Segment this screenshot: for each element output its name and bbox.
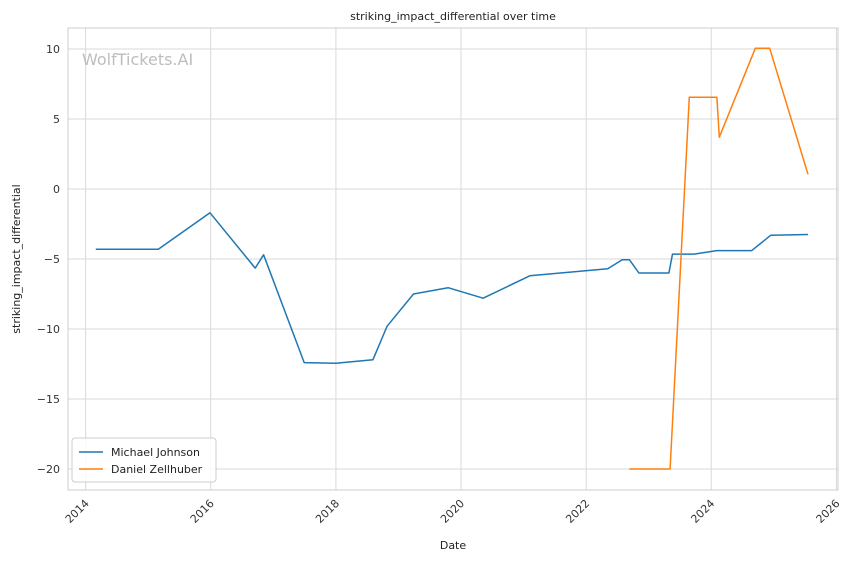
y-tick-label: 10 [46, 43, 60, 56]
grid [68, 28, 838, 490]
y-axis-ticks: 10 5 0 −5 −10 −15 −20 [37, 43, 60, 476]
watermark: WolfTickets.AI [82, 50, 193, 69]
chart-title: striking_impact_differential over time [350, 10, 556, 23]
legend-box [71, 437, 217, 483]
plot-frame [67, 27, 839, 491]
series-line-daniel-zellhuber [629, 47, 809, 470]
y-axis-label: striking_impact_differential [10, 184, 23, 333]
legend: Michael Johnson Daniel Zellhuber [71, 437, 217, 483]
y-tick-label: −5 [44, 253, 60, 266]
y-tick-label: 5 [53, 113, 60, 126]
series-line-michael-johnson [95, 212, 809, 365]
y-tick-label: −15 [37, 393, 60, 406]
y-tick-label: −20 [37, 463, 60, 476]
x-axis-label: Date [440, 539, 467, 552]
legend-label: Daniel Zellhuber [111, 463, 203, 476]
y-tick-label: −10 [37, 323, 60, 336]
series-layer [95, 47, 809, 470]
legend-label: Michael Johnson [111, 446, 200, 459]
y-tick-label: 0 [53, 183, 60, 196]
